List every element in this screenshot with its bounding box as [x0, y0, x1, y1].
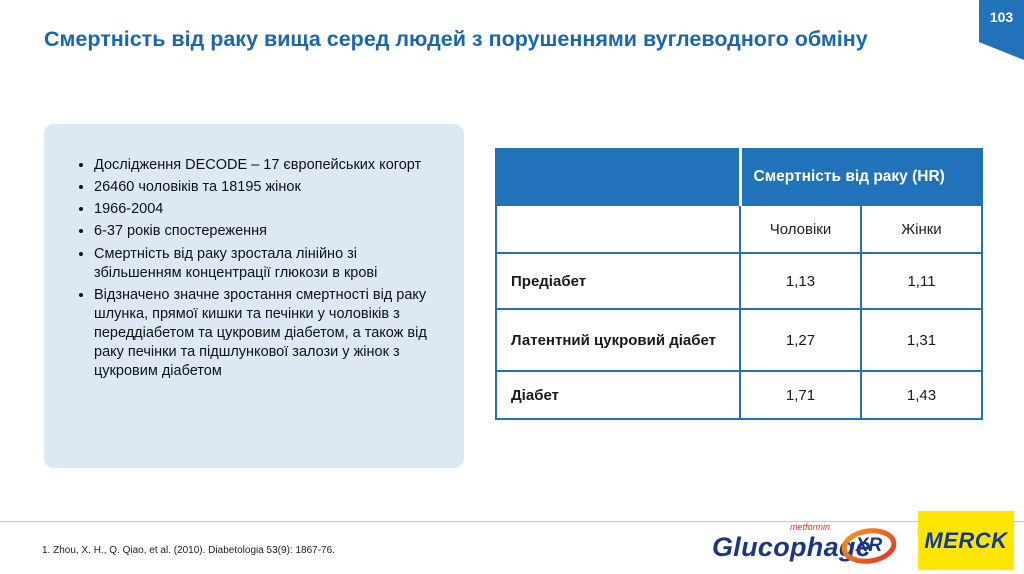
table-row: Латентний цукровий діабет 1,27 1,31 — [495, 308, 983, 372]
glucophage-xr-swoosh-icon: XR — [840, 526, 898, 570]
row-label-prediabetes: Предіабет — [495, 252, 741, 310]
bullet-item: Відзначено значне зростання смертності в… — [94, 286, 440, 382]
page-number-badge: 103 — [979, 0, 1024, 60]
bullet-item: Дослідження DECODE – 17 європейських ког… — [94, 156, 440, 175]
table-header-row: Смертність від раку (HR) — [495, 148, 983, 206]
citation-text: 1. Zhou, X. H., Q. Qiao, et al. (2010). … — [42, 545, 335, 556]
page-number: 103 — [989, 9, 1014, 25]
cell-value: 1,31 — [860, 308, 983, 372]
cell-value: 1,11 — [860, 252, 983, 310]
row-label-latent-diabetes: Латентний цукровий діабет — [495, 308, 741, 372]
cell-value: 1,71 — [739, 370, 862, 420]
bullet-item: 26460 чоловіків та 18195 жінок — [94, 178, 440, 197]
column-header-women: Жінки — [860, 204, 983, 254]
cell-value: 1,43 — [860, 370, 983, 420]
table-blank-cell — [495, 204, 741, 254]
bullet-item: Смертність від раку зростала лінійно зі … — [94, 245, 440, 283]
bullet-panel: Дослідження DECODE – 17 європейських ког… — [44, 124, 464, 468]
row-label-diabetes: Діабет — [495, 370, 741, 420]
cell-value: 1,27 — [739, 308, 862, 372]
table-subheader-row: Чоловіки Жінки — [495, 204, 983, 254]
glucophage-logo: metformin Glucophage XR — [712, 522, 897, 570]
column-header-men: Чоловіки — [739, 204, 862, 254]
mortality-table: Смертність від раку (HR) Чоловіки Жінки … — [495, 148, 983, 420]
bullet-item: 6-37 років спостереження — [94, 222, 440, 241]
footer-divider — [0, 521, 1024, 522]
merck-logo: MERCK — [918, 511, 1014, 570]
table-title-cell: Смертність від раку (HR) — [738, 148, 983, 206]
table-row: Предіабет 1,13 1,11 — [495, 252, 983, 310]
glucophage-metformin-label: metformin — [790, 522, 831, 532]
page-title: Смертність від раку вища серед людей з п… — [44, 27, 868, 51]
bullet-list: Дослідження DECODE – 17 європейських ког… — [72, 156, 440, 381]
table-row: Діабет 1,71 1,43 — [495, 370, 983, 420]
bullet-item: 1966-2004 — [94, 200, 440, 219]
glucophage-xr-label: XR — [855, 535, 883, 556]
merck-wordmark: MERCK — [924, 527, 1008, 553]
table-corner-cell — [495, 148, 741, 206]
cell-value: 1,13 — [739, 252, 862, 310]
